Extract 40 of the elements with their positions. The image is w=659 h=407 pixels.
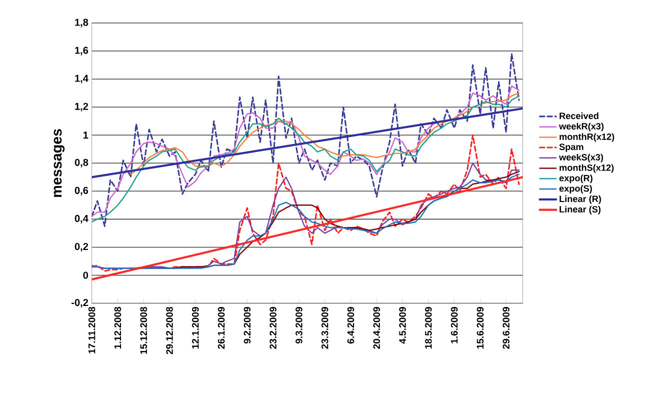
x-tick-label: 15.6.2009 xyxy=(476,307,484,349)
y-tick-label: 0,6 xyxy=(74,186,88,196)
x-tick-label: 23.3.2009 xyxy=(321,307,328,349)
x-tick-label: 6.4.2009 xyxy=(347,307,354,344)
legend-label: weekS(x3) xyxy=(559,154,604,162)
x-tick-label: 18.5.2009 xyxy=(425,307,432,349)
x-tick-label: 26.1.2009 xyxy=(218,307,225,349)
x-tick-label: 4.5.2009 xyxy=(399,307,406,344)
legend-label: expo(R) xyxy=(559,174,592,184)
y-axis-title: messages xyxy=(54,129,65,197)
x-tick-label: 20.4.2009 xyxy=(373,307,380,349)
x-tick-label: 9.2.2009 xyxy=(244,307,251,344)
x-tick-label: 9.3.2009 xyxy=(296,307,302,344)
legend-label: expo(S) xyxy=(559,185,592,194)
line-series xyxy=(92,53,520,228)
y-tick-label: 0,4 xyxy=(74,214,88,224)
x-tick-label: 1.12.2008 xyxy=(114,306,122,349)
y-tick-label: 1,6 xyxy=(75,46,88,56)
legend-label: Linear (R) xyxy=(560,195,601,204)
y-tick-label: 0,2 xyxy=(74,242,88,252)
y-tick-label: -0,2 xyxy=(72,299,88,308)
x-tick-label: 29.6.2009 xyxy=(502,307,510,349)
x-tick-label: 23.2.2009 xyxy=(270,307,276,349)
y-tick-label: 0,8 xyxy=(74,158,88,168)
x-tick-label: 17.11.2008 xyxy=(88,306,96,354)
y-tick-label: 0 xyxy=(83,272,88,279)
legend-label: Linear (S) xyxy=(560,206,600,214)
x-tick-label: 15.12.2008 xyxy=(140,306,147,354)
legend-label: weekR(x3) xyxy=(559,122,604,132)
legend-label: monthR(x12) xyxy=(560,133,614,142)
legend-label: Spam xyxy=(559,144,584,152)
x-tick-label: 12.1.2009 xyxy=(192,307,199,349)
y-tick-label: 1,2 xyxy=(75,102,88,112)
y-tick-label: 1 xyxy=(83,132,88,139)
y-tick-label: 1,4 xyxy=(75,74,88,84)
legend-label: monthS(x12) xyxy=(560,164,614,173)
y-tick-label: 1,8 xyxy=(75,18,88,28)
legend-label: Received xyxy=(560,112,598,120)
x-tick-label: 29.12.2008 xyxy=(166,306,173,354)
x-tick-label: 1.6.2009 xyxy=(450,307,458,344)
